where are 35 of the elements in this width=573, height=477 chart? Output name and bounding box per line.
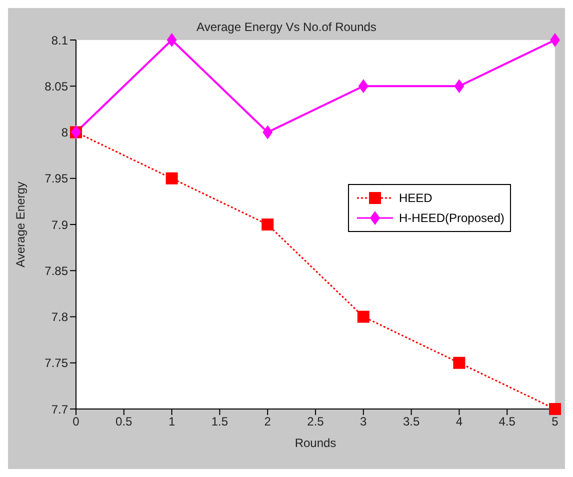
point — [357, 310, 370, 323]
x-tick-label: 4.5 — [498, 414, 516, 429]
x-tick-label: 2 — [264, 414, 272, 429]
y-tick-label: 8.1 — [51, 33, 68, 48]
point — [262, 218, 274, 230]
y-tick-label: 8.05 — [44, 79, 68, 94]
x-tick-label: 0.5 — [116, 414, 133, 429]
point — [454, 79, 464, 94]
y-tick-label: 7.95 — [44, 172, 68, 186]
y-tick-label: 8 — [61, 126, 68, 140]
x-axis-title: Rounds — [294, 436, 336, 450]
y-tick-label: 7.8 — [51, 310, 68, 324]
point — [166, 172, 178, 184]
x-tick-label: 3.5 — [402, 414, 420, 429]
x-tick-label: 1.5 — [211, 414, 228, 429]
y-tick-label: 7.85 — [44, 264, 68, 278]
point — [549, 403, 561, 415]
legend-label: H-HEED(Proposed) — [399, 211, 504, 225]
x-tick-label: 3 — [360, 414, 368, 429]
y-tick-label: 7.9 — [51, 218, 68, 232]
x-tick-label: 4 — [456, 414, 463, 429]
y-axis-title: Average Energy — [13, 182, 28, 268]
point — [166, 33, 177, 47]
chart-title: Average Energy Vs No.of Rounds — [196, 20, 378, 34]
x-tick-label: 5 — [552, 414, 559, 429]
y-tick-label: 7.7 — [51, 402, 68, 416]
point — [453, 356, 466, 369]
point — [358, 79, 368, 94]
x-tick-label: 1 — [168, 414, 176, 429]
point — [262, 125, 273, 140]
x-tick-label: 0 — [72, 414, 80, 429]
point — [550, 33, 560, 47]
y-tick-label: 7.75 — [44, 356, 68, 370]
x-tick-label: 2.5 — [307, 414, 324, 429]
legend-label: HEED — [399, 191, 432, 205]
